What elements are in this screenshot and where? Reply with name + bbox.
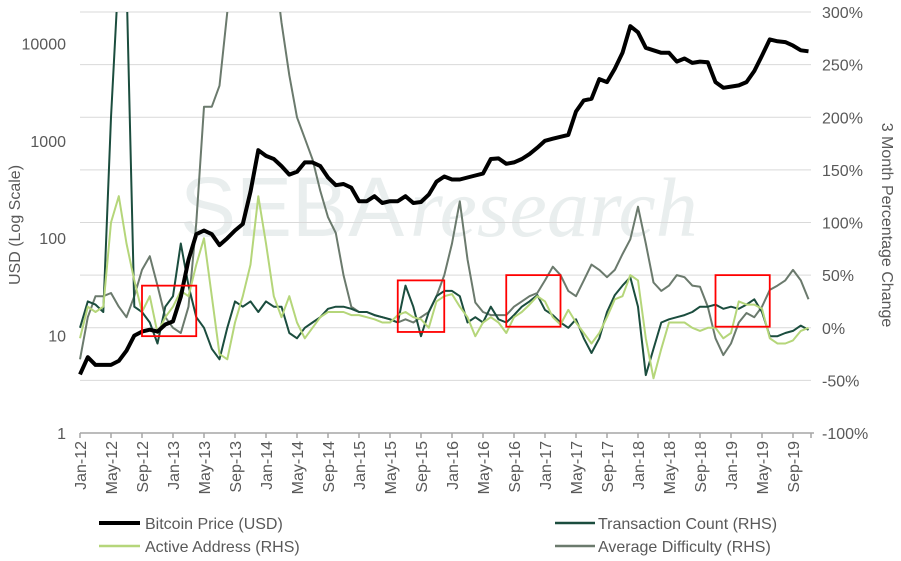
x-tick-label: May-14 — [290, 441, 307, 494]
left-tick-label: 10000 — [22, 36, 67, 53]
highlight-box — [505, 274, 562, 328]
x-tick-label: May-13 — [197, 441, 214, 494]
right-axis-title: 3 Month Percentage Change — [878, 123, 895, 328]
x-tick-label: May-19 — [755, 441, 772, 494]
x-tick-label: May-12 — [104, 441, 121, 494]
x-tick-label: Jan-18 — [631, 441, 648, 490]
x-axis: Jan-12 May-12 Sep-12 Jan-13 May-13 Sep-13 Jan-… — [73, 432, 814, 494]
left-tick-label: 1 — [57, 426, 66, 443]
right-tick-label: 300% — [822, 5, 863, 22]
x-tick-label: Sep-12 — [135, 441, 152, 493]
x-tick-label: Jan-12 — [73, 441, 90, 490]
right-tick-label: -50% — [822, 373, 859, 390]
left-axis-title: USD (Log Scale) — [7, 165, 24, 285]
gridlines — [80, 11, 811, 381]
right-tick-label: 200% — [822, 110, 863, 127]
x-tick-label: Jan-17 — [538, 441, 555, 490]
left-axis: 1 10 100 1000 10000 — [22, 36, 67, 443]
x-tick-label: Jan-19 — [724, 441, 741, 490]
right-tick-label: 0% — [822, 321, 845, 338]
legend-item-active-address: Active Address (RHS) — [99, 539, 300, 556]
x-tick-label: Jan-16 — [445, 441, 462, 490]
right-tick-label: -100% — [822, 426, 868, 443]
highlight-box — [141, 284, 198, 338]
x-tick-label: Jan-14 — [259, 441, 276, 490]
legend-item-transaction-count: Transaction Count (RHS) — [555, 516, 777, 533]
highlight-box — [396, 279, 446, 333]
legend-item-average-difficulty: Average Difficulty (RHS) — [555, 539, 771, 556]
x-tick-label: May-17 — [569, 441, 586, 494]
x-tick-label: May-15 — [383, 441, 400, 494]
x-tick-label: Sep-17 — [600, 441, 617, 493]
highlight-box — [714, 274, 771, 328]
x-tick-label: Jan-15 — [352, 441, 369, 490]
right-tick-label: 100% — [822, 216, 863, 233]
highlight-boxes — [141, 274, 771, 338]
x-tick-label: Jan-13 — [166, 441, 183, 490]
bitcoin-price-line — [78, 24, 809, 376]
legend: Bitcoin Price (USD) Transaction Count (R… — [99, 516, 777, 556]
right-tick-label: 50% — [822, 268, 854, 285]
x-tick-label: Sep-13 — [228, 441, 245, 493]
x-tick-label: Sep-15 — [414, 441, 431, 493]
x-tick-label: Sep-14 — [321, 441, 338, 493]
x-tick-label: Sep-16 — [507, 441, 524, 493]
right-tick-label: 250% — [822, 58, 863, 75]
average-difficulty-line — [79, 12, 810, 360]
x-tick-label: May-18 — [662, 441, 679, 494]
legend-item-bitcoin-price: Bitcoin Price (USD) — [99, 516, 283, 533]
series-lines — [78, 12, 810, 380]
x-tick-label: Sep-18 — [693, 441, 710, 493]
svg-text:Transaction Count (RHS): Transaction Count (RHS) — [598, 516, 777, 533]
right-axis: -100% -50% 0% 50% 100% 150% 200% 250% 300% — [822, 5, 868, 443]
x-tick-label: May-16 — [476, 441, 493, 494]
svg-text:Bitcoin Price (USD): Bitcoin Price (USD) — [145, 516, 283, 533]
svg-text:Active Address (RHS): Active Address (RHS) — [145, 539, 300, 556]
right-tick-label: 150% — [822, 163, 863, 180]
left-tick-label: 10 — [48, 329, 66, 346]
left-tick-label: 100 — [39, 231, 66, 248]
x-tick-label: Sep-19 — [786, 441, 803, 493]
svg-text:Average Difficulty (RHS): Average Difficulty (RHS) — [598, 539, 771, 556]
left-tick-label: 1000 — [30, 134, 66, 151]
